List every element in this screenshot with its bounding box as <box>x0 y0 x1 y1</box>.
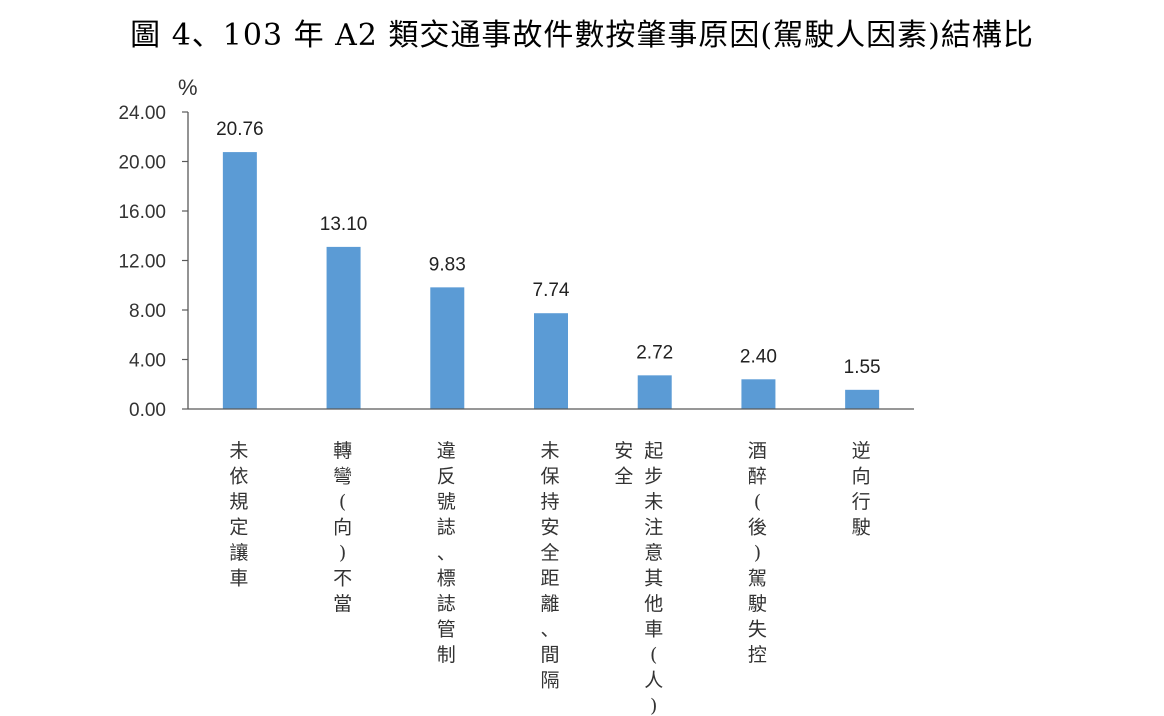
data-label: 2.72 <box>636 342 673 363</box>
data-label: 2.40 <box>740 346 777 367</box>
category-label: 未依規定讓車 <box>229 440 248 590</box>
category-label: 違反號誌、標誌管制 <box>437 440 456 666</box>
data-label: 1.55 <box>844 357 881 378</box>
y-tick-label: 0.00 <box>129 400 166 421</box>
bar <box>534 313 568 409</box>
category-label: 逆向行駛 <box>852 440 871 539</box>
data-label: 13.10 <box>320 214 368 235</box>
category-label: 安全 <box>614 440 633 488</box>
y-tick-label: 4.00 <box>129 351 166 372</box>
data-label: 7.74 <box>533 280 570 301</box>
bar <box>637 375 672 409</box>
bar <box>326 246 361 409</box>
y-tick-label: 8.00 <box>129 301 166 322</box>
y-tick-label: 20.00 <box>118 153 166 174</box>
bar <box>845 389 880 409</box>
y-tick-label: 12.00 <box>118 252 166 273</box>
y-tick-label: 16.00 <box>118 202 166 223</box>
category-label: 未保持安全距離、間隔 <box>540 440 559 692</box>
data-label: 9.83 <box>429 254 466 275</box>
data-label: 20.76 <box>216 119 264 140</box>
category-label: 轉彎(向)不當 <box>333 440 352 615</box>
y-axis-unit-label: % <box>178 75 198 100</box>
bar <box>430 287 465 409</box>
bar <box>741 379 776 409</box>
y-tick-label: 24.00 <box>118 103 166 124</box>
chart-title: 圖 4、103 年 A2 類交通事故件數按肇事原因(駕駛人因素)結構比 <box>130 18 1034 53</box>
category-label: 酒醉(後)駕駛失控 <box>748 440 767 666</box>
bar <box>222 152 257 409</box>
category-label: 起步未注意其他車(人) <box>644 440 663 716</box>
